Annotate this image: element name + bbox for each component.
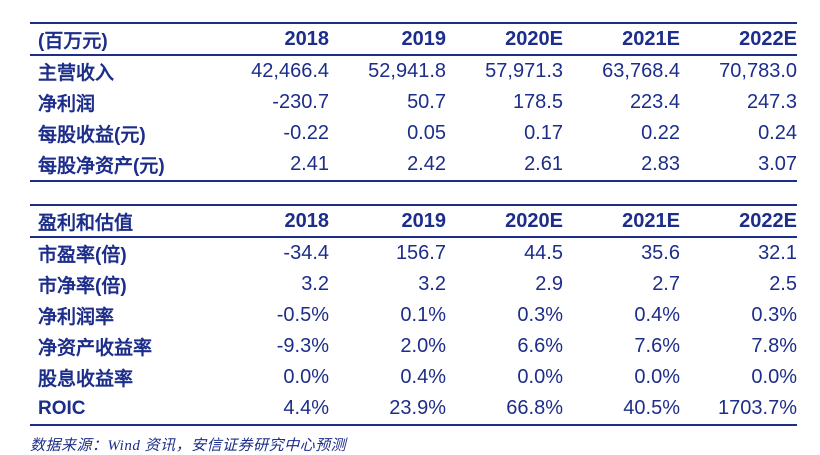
- row-label: ROIC: [38, 397, 86, 419]
- financial-summary-table: (百万元) 2018 2019 2020E 2021E 2022E 主营收入 42,466.4…: [30, 22, 797, 182]
- year-header-cell: 2021E: [622, 209, 680, 232]
- value-cell: 4.4%: [283, 397, 329, 419]
- value-cell: -0.5%: [276, 304, 329, 326]
- value-cell: 2.5: [769, 273, 797, 295]
- row-label: 每股收益(元): [38, 125, 146, 146]
- value-cell: 32.1: [758, 242, 797, 264]
- value-cell: -9.3%: [276, 335, 329, 357]
- table-row: 每股净资产(元) 2.41 2.42 2.61 2.83 3.07: [30, 149, 797, 181]
- row-label: 净资产收益率: [38, 338, 153, 359]
- value-cell: -230.7: [272, 91, 329, 113]
- value-cell: 0.1%: [400, 304, 446, 326]
- value-cell: 0.0%: [751, 366, 797, 388]
- value-cell: 7.8%: [751, 335, 797, 357]
- table-row: 股息收益率 0.0% 0.4% 0.0% 0.0% 0.0%: [30, 362, 797, 393]
- report-financial-tables: (百万元) 2018 2019 2020E 2021E 2022E 主营收入 42,466.4…: [30, 22, 797, 454]
- table-title-cell: 盈利和估值: [38, 212, 134, 234]
- value-cell: 0.05: [407, 122, 446, 144]
- value-cell: 42,466.4: [251, 60, 329, 82]
- year-header-cell: 2019: [401, 27, 447, 50]
- row-label: 净利润: [38, 94, 96, 115]
- value-cell: 0.17: [524, 122, 563, 144]
- value-cell: -34.4: [283, 242, 329, 264]
- value-cell: 178.5: [512, 91, 563, 113]
- value-cell: 57,971.3: [485, 60, 563, 82]
- value-cell: 0.0%: [283, 366, 329, 388]
- value-cell: 50.7: [407, 91, 446, 113]
- value-cell: 35.6: [641, 242, 680, 264]
- year-header-cell: 2019: [401, 209, 447, 232]
- value-cell: 52,941.8: [368, 60, 446, 82]
- value-cell: 2.61: [524, 153, 563, 175]
- value-cell: 156.7: [395, 242, 446, 264]
- year-header-cell: 2018: [284, 209, 330, 232]
- value-cell: 40.5%: [623, 397, 680, 419]
- table-row: 市盈率(倍) -34.4 156.7 44.5 35.6 32.1: [30, 237, 797, 269]
- value-cell: 70,783.0: [719, 60, 797, 82]
- value-cell: 0.0%: [634, 366, 680, 388]
- value-cell: 0.4%: [634, 304, 680, 326]
- value-cell: 223.4: [629, 91, 680, 113]
- header-row: 盈利和估值 2018 2019 2020E 2021E 2022E: [30, 205, 797, 237]
- table-row: 市净率(倍) 3.2 3.2 2.9 2.7 2.5: [30, 269, 797, 300]
- value-cell: 0.22: [641, 122, 680, 144]
- row-label: 股息收益率: [38, 369, 134, 390]
- value-cell: 63,768.4: [602, 60, 680, 82]
- table-row: 净利润 -230.7 50.7 178.5 223.4 247.3: [30, 87, 797, 118]
- year-header-cell: 2022E: [739, 27, 797, 50]
- value-cell: 44.5: [524, 242, 563, 264]
- header-row: (百万元) 2018 2019 2020E 2021E 2022E: [30, 23, 797, 55]
- value-cell: 0.3%: [517, 304, 563, 326]
- value-cell: 0.3%: [751, 304, 797, 326]
- table-row: 净资产收益率 -9.3% 2.0% 6.6% 7.6% 7.8%: [30, 331, 797, 362]
- table-row: 每股收益(元) -0.22 0.05 0.17 0.22 0.24: [30, 118, 797, 149]
- value-cell: 3.2: [418, 273, 446, 295]
- value-cell: 2.7: [652, 273, 680, 295]
- value-cell: 23.9%: [389, 397, 446, 419]
- value-cell: -0.22: [283, 122, 329, 144]
- table-title-cell: (百万元): [38, 30, 108, 52]
- value-cell: 6.6%: [517, 335, 563, 357]
- table-row: ROIC 4.4% 23.9% 66.8% 40.5% 1703.7%: [30, 393, 797, 425]
- year-header-cell: 2018: [284, 27, 330, 50]
- value-cell: 2.0%: [400, 335, 446, 357]
- value-cell: 247.3: [746, 91, 797, 113]
- profit-valuation-table: 盈利和估值 2018 2019 2020E 2021E 2022E 市盈率(倍) -34.4 1…: [30, 204, 797, 426]
- value-cell: 3.07: [758, 153, 797, 175]
- value-cell: 0.0%: [517, 366, 563, 388]
- table-row: 主营收入 42,466.4 52,941.8 57,971.3 63,768.4 70,7…: [30, 55, 797, 87]
- value-cell: 3.2: [301, 273, 329, 295]
- value-cell: 2.9: [535, 273, 563, 295]
- row-label: 主营收入: [38, 63, 115, 84]
- value-cell: 2.42: [407, 153, 446, 175]
- data-source-note: 数据来源：Wind 资讯，安信证券研究中心预测: [30, 438, 347, 454]
- value-cell: 2.41: [290, 153, 329, 175]
- value-cell: 2.83: [641, 153, 680, 175]
- year-header-cell: 2021E: [622, 27, 680, 50]
- value-cell: 1703.7%: [718, 397, 797, 419]
- year-header-cell: 2022E: [739, 209, 797, 232]
- value-cell: 7.6%: [634, 335, 680, 357]
- value-cell: 66.8%: [506, 397, 563, 419]
- row-label: 市盈率(倍): [38, 245, 127, 266]
- row-label: 净利润率: [38, 307, 115, 328]
- value-cell: 0.4%: [400, 366, 446, 388]
- row-label: 市净率(倍): [38, 276, 127, 297]
- value-cell: 0.24: [758, 122, 797, 144]
- year-header-cell: 2020E: [505, 209, 563, 232]
- table-row: 净利润率 -0.5% 0.1% 0.3% 0.4% 0.3%: [30, 300, 797, 331]
- row-label: 每股净资产(元): [38, 156, 165, 177]
- year-header-cell: 2020E: [505, 27, 563, 50]
